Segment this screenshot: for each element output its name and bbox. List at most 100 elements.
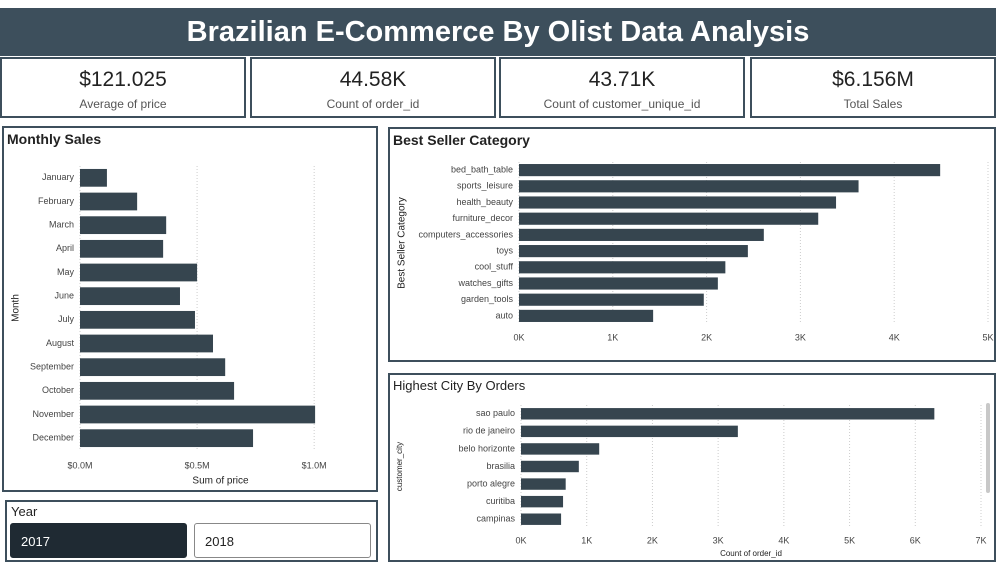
y-tick-label: curitiba bbox=[486, 496, 515, 506]
kpi-card: $121.025 Average of price bbox=[0, 57, 246, 118]
y-tick-label: furniture_decor bbox=[452, 213, 513, 223]
chart: 0K 1K 2K 3K 4K 5K 6K 7K sao paulo rio de janeiro b… bbox=[395, 403, 990, 558]
y-tick-label: January bbox=[42, 172, 75, 182]
bar bbox=[521, 460, 579, 473]
kpi-value: $6.156M bbox=[832, 68, 914, 91]
bar bbox=[80, 429, 254, 448]
bar bbox=[519, 277, 718, 290]
chart-panel: $0.0M $0.5M $1.0M January February March April… bbox=[2, 126, 378, 492]
y-axis-title: Month bbox=[11, 294, 22, 322]
scrollbar[interactable] bbox=[986, 403, 990, 493]
kpi-card: $6.156M Total Sales bbox=[750, 57, 996, 118]
chart-title: Monthly Sales bbox=[7, 131, 102, 147]
bar bbox=[521, 408, 935, 420]
x-tick-label: 0K bbox=[515, 535, 526, 545]
chart: 0K 1K 2K 3K 4K 5K bed_bath_table sports_leisure… bbox=[397, 162, 994, 342]
x-tick-label: 6K bbox=[910, 535, 921, 545]
kpi-label: Count of customer_unique_id bbox=[543, 97, 701, 111]
y-tick-label: July bbox=[58, 314, 75, 324]
bar bbox=[80, 216, 167, 235]
kpi-label: Total Sales bbox=[843, 97, 903, 111]
bar bbox=[521, 443, 600, 455]
x-tick-label: 2K bbox=[647, 535, 658, 545]
y-axis-title: Best Seller Category bbox=[397, 197, 408, 289]
y-tick-label: bed_bath_table bbox=[451, 164, 513, 174]
kpi-label: Count of order_id bbox=[326, 97, 420, 111]
slicer-option[interactable]: 2017 bbox=[10, 523, 187, 558]
kpi-value: 43.71K bbox=[588, 68, 656, 91]
dashboard-title: Brazilian E-Commerce By Olist Data Analy… bbox=[0, 8, 996, 56]
kpi-value: 44.58K bbox=[339, 68, 407, 91]
chart-title: Best Seller Category bbox=[393, 132, 530, 148]
bar bbox=[521, 425, 738, 438]
y-tick-label: March bbox=[49, 220, 74, 230]
y-tick-label: June bbox=[54, 291, 74, 301]
year-slicer: Year 2017 2018 bbox=[5, 500, 378, 562]
x-tick-label: $1.0M bbox=[302, 460, 327, 470]
bar bbox=[80, 310, 195, 329]
kpi-value: $121.025 bbox=[79, 68, 167, 91]
y-tick-label: May bbox=[57, 267, 75, 277]
kpi-card: 43.71K Count of customer_unique_id bbox=[499, 57, 745, 118]
kpi-label: Average of price bbox=[79, 97, 167, 111]
y-tick-label: sports_leisure bbox=[457, 181, 513, 191]
y-tick-label: October bbox=[42, 385, 74, 395]
x-tick-label: 3K bbox=[713, 535, 724, 545]
y-tick-label: watches_gifts bbox=[457, 278, 513, 288]
chart: $0.0M $0.5M $1.0M January February March April… bbox=[11, 166, 327, 487]
bar bbox=[80, 334, 214, 353]
y-tick-label: computers_accessories bbox=[418, 229, 513, 239]
bar bbox=[519, 180, 859, 193]
bar bbox=[519, 212, 819, 225]
y-tick-label: sao paulo bbox=[476, 408, 515, 418]
y-tick-label: health_beauty bbox=[456, 197, 513, 207]
y-tick-label: September bbox=[30, 362, 74, 372]
x-tick-label: 5K bbox=[844, 535, 855, 545]
x-tick-label: 7K bbox=[975, 535, 986, 545]
y-tick-label: auto bbox=[495, 310, 513, 320]
bar bbox=[80, 287, 180, 306]
y-tick-label: toys bbox=[496, 245, 513, 255]
bar bbox=[519, 245, 748, 258]
bar bbox=[519, 261, 726, 274]
chart-panel: 0K 1K 2K 3K 4K 5K bed_bath_table sports_leisure… bbox=[388, 127, 996, 362]
bar bbox=[521, 495, 564, 508]
chart-title: Highest City By Orders bbox=[393, 378, 526, 393]
x-axis-title: Count of order_id bbox=[720, 549, 782, 558]
chart-panel: 0K 1K 2K 3K 4K 5K 6K 7K sao paulo rio de janeiro b… bbox=[388, 373, 996, 562]
y-tick-label: garden_tools bbox=[461, 294, 514, 304]
bar bbox=[80, 405, 316, 424]
y-tick-label: brasilia bbox=[486, 461, 515, 471]
bar bbox=[519, 309, 654, 322]
y-tick-label: February bbox=[38, 196, 75, 206]
y-tick-label: November bbox=[32, 409, 74, 419]
bar bbox=[80, 358, 226, 377]
bar bbox=[519, 196, 837, 209]
x-tick-label: 1K bbox=[607, 332, 618, 342]
bar bbox=[80, 192, 138, 211]
x-tick-label: $0.0M bbox=[67, 460, 92, 470]
y-tick-label: April bbox=[56, 243, 74, 253]
x-tick-label: $0.5M bbox=[185, 460, 210, 470]
x-tick-label: 0K bbox=[513, 332, 524, 342]
y-tick-label: August bbox=[46, 338, 75, 348]
x-tick-label: 3K bbox=[795, 332, 806, 342]
x-axis-title: Sum of price bbox=[192, 476, 249, 487]
bar bbox=[519, 293, 704, 306]
x-tick-label: 2K bbox=[701, 332, 712, 342]
y-tick-label: rio de janeiro bbox=[463, 426, 515, 436]
y-tick-label: December bbox=[32, 433, 74, 443]
bar bbox=[80, 263, 198, 282]
kpi-card: 44.58K Count of order_id bbox=[250, 57, 496, 118]
bar bbox=[521, 513, 562, 525]
bar bbox=[519, 164, 941, 177]
slicer-title: Year bbox=[11, 504, 38, 519]
slicer-option[interactable]: 2018 bbox=[194, 523, 371, 558]
y-axis-title: customer_city bbox=[395, 442, 404, 491]
bar bbox=[80, 168, 107, 187]
y-tick-label: belo horizonte bbox=[458, 443, 515, 453]
bar bbox=[519, 228, 764, 241]
x-tick-label: 4K bbox=[889, 332, 900, 342]
bar bbox=[80, 239, 164, 258]
